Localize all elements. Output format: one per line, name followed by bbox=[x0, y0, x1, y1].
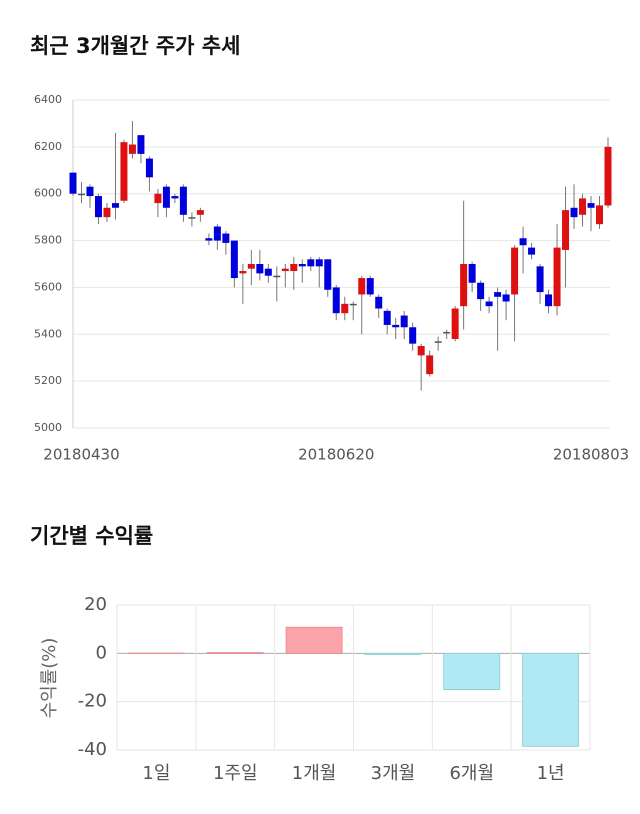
candle-body bbox=[494, 292, 501, 297]
candle-body bbox=[316, 259, 323, 266]
bar bbox=[365, 653, 421, 654]
candle-body bbox=[375, 297, 382, 309]
x-tick-label: 20180803 bbox=[553, 446, 629, 464]
candle-body bbox=[222, 234, 229, 243]
y-tick-label: 5600 bbox=[34, 280, 62, 293]
candle-body bbox=[70, 173, 77, 194]
x-tick-label: 20180620 bbox=[298, 446, 374, 464]
candle-body bbox=[460, 264, 467, 306]
candle-body bbox=[324, 259, 331, 289]
y-tick-label: 0 bbox=[96, 642, 107, 663]
candle-body bbox=[418, 346, 425, 355]
y-tick-label: 20 bbox=[84, 594, 107, 615]
candle-body bbox=[231, 241, 238, 278]
candle-body bbox=[503, 294, 510, 301]
candle-body bbox=[120, 142, 127, 201]
candle-body bbox=[435, 341, 442, 343]
y-tick-label: 5400 bbox=[34, 327, 62, 340]
y-tick-label: 6400 bbox=[34, 93, 62, 106]
candle-body bbox=[341, 304, 348, 313]
y-axis-label: 수익률(%) bbox=[39, 638, 60, 719]
candle-body bbox=[197, 210, 204, 215]
candle-body bbox=[86, 187, 93, 196]
candle-body bbox=[95, 196, 102, 217]
x-tick-label: 1개월 bbox=[292, 763, 337, 784]
candle-body bbox=[588, 203, 595, 208]
x-tick-label: 1주일 bbox=[213, 763, 258, 784]
candle-body bbox=[205, 238, 212, 240]
candle-body bbox=[486, 301, 493, 306]
candle-body bbox=[333, 287, 340, 313]
candle-body bbox=[307, 259, 314, 266]
candle-body bbox=[146, 159, 153, 178]
candle-body bbox=[188, 217, 195, 219]
candle-body bbox=[163, 187, 170, 208]
candle-body bbox=[265, 269, 272, 276]
candle-body bbox=[528, 248, 535, 255]
y-tick-label: 6200 bbox=[34, 140, 62, 153]
bar bbox=[286, 627, 342, 653]
y-tick-label: 6000 bbox=[34, 187, 62, 200]
candle-body bbox=[256, 264, 263, 273]
candle-body bbox=[112, 203, 119, 208]
y-tick-label: -40 bbox=[78, 739, 107, 760]
candle-body bbox=[554, 248, 561, 307]
candle-body bbox=[384, 311, 391, 325]
y-tick-label: 5800 bbox=[34, 234, 62, 247]
candle-body bbox=[367, 278, 374, 294]
candle-body bbox=[154, 194, 161, 203]
candle-body bbox=[239, 271, 246, 273]
candle-body bbox=[299, 264, 306, 266]
candle-body bbox=[401, 316, 408, 328]
candle-body bbox=[282, 269, 289, 271]
candle-body bbox=[520, 238, 527, 245]
candle-body bbox=[129, 145, 136, 154]
candle-body bbox=[137, 135, 144, 154]
candle-body bbox=[103, 208, 110, 217]
candle-body bbox=[452, 309, 459, 339]
candle-body bbox=[469, 264, 476, 283]
x-tick-label: 20180430 bbox=[43, 446, 119, 464]
candle-body bbox=[477, 283, 484, 299]
candle-body bbox=[443, 332, 450, 334]
candle-body bbox=[214, 227, 221, 241]
candle-body bbox=[537, 266, 544, 292]
candle-body bbox=[562, 210, 569, 250]
candle-body bbox=[290, 264, 297, 271]
candle-body bbox=[171, 196, 178, 198]
candle-body bbox=[545, 294, 552, 306]
x-tick-label: 1일 bbox=[142, 763, 170, 784]
candle-body bbox=[596, 205, 603, 224]
bar bbox=[523, 653, 579, 746]
candle-body bbox=[273, 276, 280, 278]
bar bbox=[207, 653, 263, 654]
candle-body bbox=[392, 325, 399, 327]
x-tick-label: 3개월 bbox=[371, 763, 416, 784]
candle-body bbox=[409, 327, 416, 343]
chart-title: 기간별 수익률 bbox=[30, 524, 153, 548]
candle-body bbox=[350, 304, 357, 306]
x-tick-label: 1년 bbox=[537, 763, 565, 784]
y-tick-label: 5000 bbox=[34, 421, 62, 434]
candle-body bbox=[511, 248, 518, 295]
candle-body bbox=[358, 278, 365, 294]
y-tick-label: -20 bbox=[78, 691, 107, 712]
candle-body bbox=[248, 264, 255, 269]
candle-body bbox=[426, 355, 433, 374]
bar bbox=[444, 653, 500, 689]
candle-body bbox=[78, 194, 85, 196]
candle-body bbox=[571, 208, 578, 217]
candle-body bbox=[579, 198, 586, 214]
candle-body bbox=[605, 147, 612, 206]
x-tick-label: 6개월 bbox=[449, 763, 494, 784]
chart-title: 최근 3개월간 주가 추세 bbox=[30, 34, 240, 58]
candle-body bbox=[180, 187, 187, 215]
y-tick-label: 5200 bbox=[34, 374, 62, 387]
